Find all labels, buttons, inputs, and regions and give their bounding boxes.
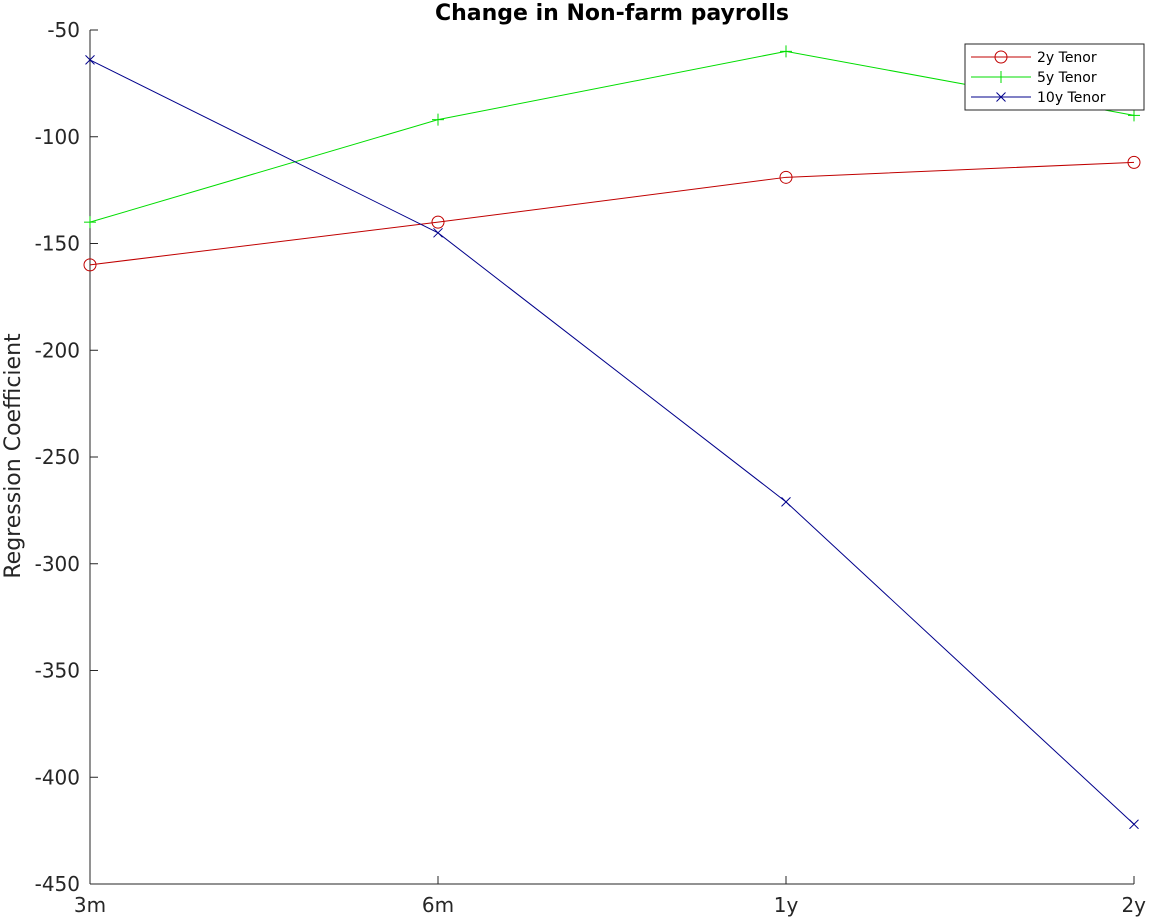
data-point: [994, 50, 1008, 64]
y-tick-label: -150: [35, 232, 80, 256]
data-point: [779, 170, 793, 184]
series-line: [89, 161, 1135, 266]
legend-label: 2y Tenor: [1037, 50, 1097, 66]
series-1: [84, 45, 1140, 229]
data-point: [1127, 155, 1141, 169]
series-0: [83, 155, 1141, 272]
y-tick-label: -300: [35, 552, 80, 576]
data-point: [84, 216, 96, 229]
series-line: [89, 59, 1135, 825]
y-tick-label: -250: [35, 445, 80, 469]
legend-item: 10y Tenor: [971, 90, 1106, 106]
x-tick-label: 6m: [422, 893, 454, 917]
legend-item: 2y Tenor: [971, 50, 1097, 66]
data-point: [995, 71, 1007, 83]
data-point: [431, 215, 445, 229]
data-point: [1128, 109, 1140, 122]
legend-label: 5y Tenor: [1037, 70, 1097, 86]
x-tick-label: 3m: [74, 893, 106, 917]
legend-label: 10y Tenor: [1037, 90, 1106, 106]
data-point: [1129, 819, 1139, 830]
series-layer: [83, 45, 1141, 830]
y-axis-label: Regression Coefficient: [1, 333, 26, 579]
data-point: [780, 45, 792, 58]
y-tick-label: -350: [35, 659, 80, 683]
y-tick-label: -450: [35, 872, 80, 896]
data-point: [85, 55, 95, 65]
data-point: [781, 496, 791, 507]
y-tick-label: -100: [35, 125, 80, 149]
legend: 2y Tenor 5y Tenor 10y Tenor: [964, 43, 1145, 111]
y-tick-label: -200: [35, 338, 80, 362]
y-tick-label: -50: [47, 18, 80, 42]
chart-title: Change in Non-farm payrolls: [435, 1, 789, 26]
y-tick-label: -400: [35, 765, 80, 789]
data-point: [432, 113, 444, 126]
data-point: [83, 258, 97, 272]
data-point: [433, 227, 443, 238]
series-line: [89, 50, 1135, 223]
legend-item: 5y Tenor: [971, 70, 1097, 86]
data-point: [996, 92, 1006, 102]
x-tick-label: 1y: [774, 893, 799, 917]
series-2: [85, 55, 1139, 830]
x-tick-label: 2y: [1121, 893, 1146, 917]
